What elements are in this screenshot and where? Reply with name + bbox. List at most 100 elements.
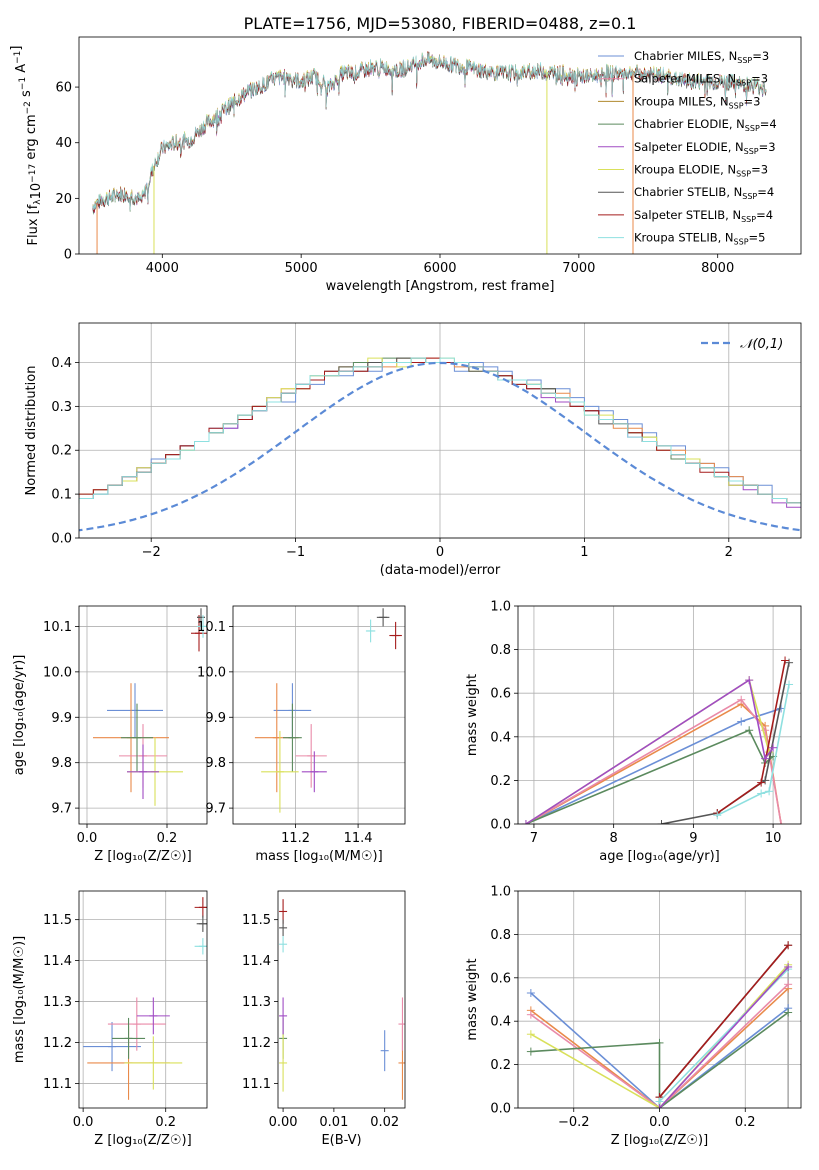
data-point bbox=[107, 997, 166, 1051]
weight-line bbox=[716, 684, 790, 817]
data-point bbox=[376, 608, 390, 627]
weight-line bbox=[658, 966, 789, 1108]
weight-line bbox=[661, 662, 790, 824]
x-tick-label: 4000 bbox=[146, 261, 179, 276]
panel-age_vs_Z: 0.0 0.2 9.7 9.8 9.9 10.0 10.1 Z [log₁₀(Z/Z☉)] ag… bbox=[12, 605, 208, 864]
y-tick-label: 11.4 bbox=[43, 954, 72, 969]
x-tick-label: 2 bbox=[725, 545, 733, 560]
data-point bbox=[380, 1030, 389, 1072]
data-point bbox=[136, 997, 170, 1035]
legend-entry: Salpeter STELIB, NSSP=4 bbox=[634, 208, 773, 224]
weight-line bbox=[525, 707, 782, 824]
data-point bbox=[398, 997, 405, 1051]
x-tick-label: 0.0 bbox=[649, 1115, 670, 1130]
y-tick-label: 20 bbox=[55, 192, 72, 207]
y-tick-label: 9.9 bbox=[205, 711, 226, 726]
data-point bbox=[279, 919, 288, 937]
plot-area bbox=[93, 608, 207, 806]
y-axis-label: age [log₁₀(age/yr)] bbox=[12, 655, 27, 776]
y-tick-label: 9.8 bbox=[51, 756, 72, 771]
x-tick-label: 0.01 bbox=[319, 1115, 348, 1130]
spectrum-line bbox=[92, 52, 767, 211]
weight-line bbox=[658, 944, 789, 1098]
y-tick-label: 0.2 bbox=[490, 774, 511, 789]
data-point bbox=[283, 703, 302, 772]
y-axis-label: mass weight bbox=[465, 958, 480, 1040]
y-tick-label: 0.0 bbox=[490, 1102, 511, 1117]
histogram-step bbox=[79, 357, 801, 508]
y-tick-label: 11.1 bbox=[43, 1077, 72, 1092]
legend-entry: Kroupa ELODIE, NSSP=3 bbox=[634, 163, 768, 179]
y-tick-label: 1.0 bbox=[490, 885, 511, 900]
x-tick-label: 0.2 bbox=[735, 1115, 756, 1130]
y-tick-label: 0.2 bbox=[51, 444, 72, 459]
y-tick-label: 11.3 bbox=[43, 995, 72, 1010]
data-point bbox=[389, 621, 402, 650]
legend-entry: Kroupa STELIB, NSSP=5 bbox=[634, 231, 765, 247]
plot-area bbox=[521, 656, 794, 824]
data-point bbox=[295, 724, 327, 788]
x-axis-label: Z [log₁₀(Z/Z☉)] bbox=[611, 1133, 708, 1148]
x-tick-label: −0.2 bbox=[558, 1115, 590, 1130]
y-tick-label: 10.0 bbox=[197, 665, 226, 680]
data-point bbox=[301, 751, 327, 793]
panel-age_vs_mass: 11.2 11.4 9.7 9.8 9.9 10.0 10.1 mass [log₁₀(M/M… bbox=[197, 605, 406, 864]
histogram-step bbox=[79, 357, 801, 508]
histogram-step bbox=[79, 357, 801, 508]
x-tick-label: 0.00 bbox=[269, 1115, 298, 1130]
histogram-step bbox=[79, 357, 801, 508]
y-tick-label: 11.2 bbox=[43, 1036, 72, 1051]
x-tick-label: 11.2 bbox=[281, 831, 310, 846]
x-tick-label: 10 bbox=[765, 831, 782, 846]
legend-entry: Kroupa MILES, NSSP=3 bbox=[634, 94, 760, 110]
y-tick-label: 0.2 bbox=[490, 1058, 511, 1073]
y-tick-label: 0.6 bbox=[490, 687, 511, 702]
y-tick-label: 40 bbox=[55, 136, 72, 151]
axes-frame bbox=[517, 890, 802, 1109]
y-tick-label: 11.5 bbox=[43, 913, 72, 928]
panel-mass_vs_EBV: 0.00 0.01 0.02 11.1 11.2 11.3 11.4 11.5 E(B-V) bbox=[242, 890, 406, 1148]
axes-frame bbox=[78, 890, 208, 1109]
legend-entry: Salpeter MILES, NSSP=3 bbox=[634, 72, 768, 88]
x-tick-label: 7000 bbox=[562, 261, 595, 276]
x-tick-label: 8000 bbox=[701, 261, 734, 276]
data-point bbox=[107, 683, 163, 738]
y-axis-label: mass [log₁₀(M/M☉)] bbox=[12, 936, 27, 1063]
axes-frame bbox=[78, 36, 802, 255]
x-tick-label: −1 bbox=[286, 545, 305, 560]
data-point bbox=[261, 730, 299, 813]
plot-area bbox=[254, 608, 402, 813]
x-tick-label: 7 bbox=[530, 831, 538, 846]
axes-frame bbox=[277, 890, 406, 1109]
normal-curve bbox=[79, 361, 801, 532]
data-point bbox=[112, 1017, 146, 1059]
y-tick-label: 0.8 bbox=[490, 928, 511, 943]
y-tick-label: 9.9 bbox=[51, 711, 72, 726]
legend-entry: Chabrier MILES, NSSP=3 bbox=[634, 49, 769, 65]
weight-line bbox=[530, 988, 789, 1108]
x-tick-label: 1 bbox=[580, 545, 588, 560]
y-tick-label: 11.4 bbox=[242, 954, 271, 969]
x-tick-label: −2 bbox=[142, 545, 161, 560]
x-axis-label: wavelength [Angstrom, rest frame] bbox=[326, 279, 555, 294]
y-tick-label: 11.1 bbox=[242, 1077, 271, 1092]
y-tick-label: 0.6 bbox=[490, 971, 511, 986]
legend-entry: Chabrier ELODIE, NSSP=4 bbox=[634, 117, 777, 133]
y-tick-label: 10.1 bbox=[43, 620, 72, 635]
y-tick-label: 0.8 bbox=[490, 643, 511, 658]
panel-mass_vs_Z: 0.0 0.2 11.1 11.2 11.3 11.4 11.5 Z [log₁₀(Z/Z☉)… bbox=[12, 890, 208, 1148]
data-point bbox=[127, 744, 159, 800]
panel-spectrum: 4000 5000 6000 7000 8000 0 20 40 60 wavelength [A… bbox=[9, 36, 802, 294]
y-tick-label: 9.7 bbox=[205, 802, 226, 817]
plot-area bbox=[526, 941, 793, 1108]
y-tick-label: 0.4 bbox=[51, 356, 72, 371]
x-axis-label: (data-model)/error bbox=[380, 563, 501, 578]
plot-area bbox=[83, 897, 207, 1100]
x-axis-label: Z [log₁₀(Z/Z☉)] bbox=[94, 849, 191, 864]
x-axis-label: mass [log₁₀(M/M☉)] bbox=[255, 849, 382, 864]
axes-frame bbox=[232, 605, 406, 825]
y-tick-label: 11.5 bbox=[242, 913, 271, 928]
y-tick-label: 0.4 bbox=[490, 730, 511, 745]
y-tick-label: 1.0 bbox=[490, 600, 511, 615]
